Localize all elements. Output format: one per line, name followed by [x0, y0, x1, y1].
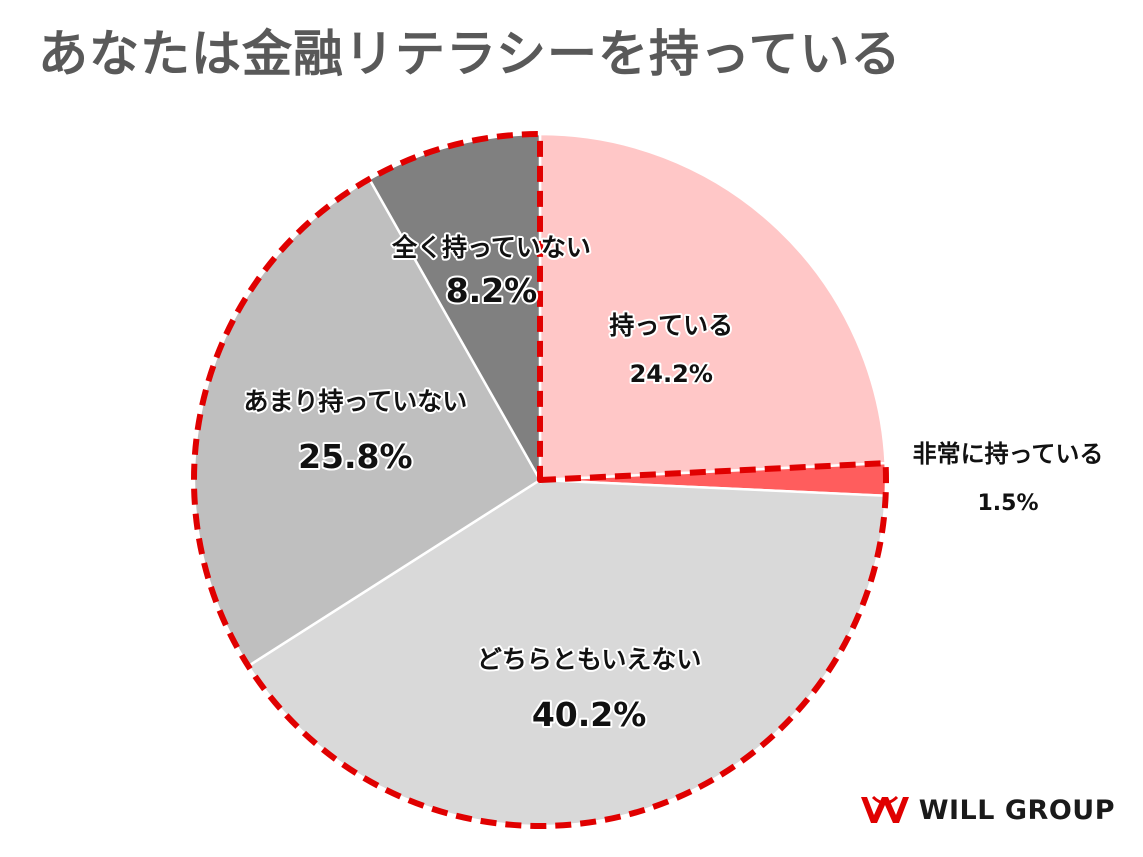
slice-value-2: 1.5%: [977, 491, 1038, 516]
chart-title: あなたは金融リテラシーを持っている: [38, 25, 902, 83]
slice-value-1: 24.2%: [630, 360, 713, 388]
pie-slice-1: [538, 132, 887, 482]
pie-labels: 持っている 24.2% 非常に持っている 1.5% どちらともいえない 40.2% あまり持…: [241, 231, 1105, 736]
slice-label-2: 非常に持っている: [913, 440, 1104, 468]
highlight-dashed-outline: [191, 131, 889, 829]
slice-label-1: 持っている: [609, 311, 733, 340]
slice-value-4: 25.8%: [298, 437, 413, 476]
slice-label-5: 全く持っていない: [391, 233, 591, 262]
will-group-mark-icon: [860, 795, 909, 823]
will-group-logo: WILL GROUP: [859, 793, 1115, 827]
slice-value-3: 40.2%: [532, 695, 647, 734]
slice-label-3: どちらともいえない: [477, 645, 702, 674]
logo-text: WILL GROUP: [918, 794, 1115, 826]
slice-label-4: あまり持っていない: [243, 387, 467, 416]
slice-value-5: 8.2%: [446, 271, 538, 310]
